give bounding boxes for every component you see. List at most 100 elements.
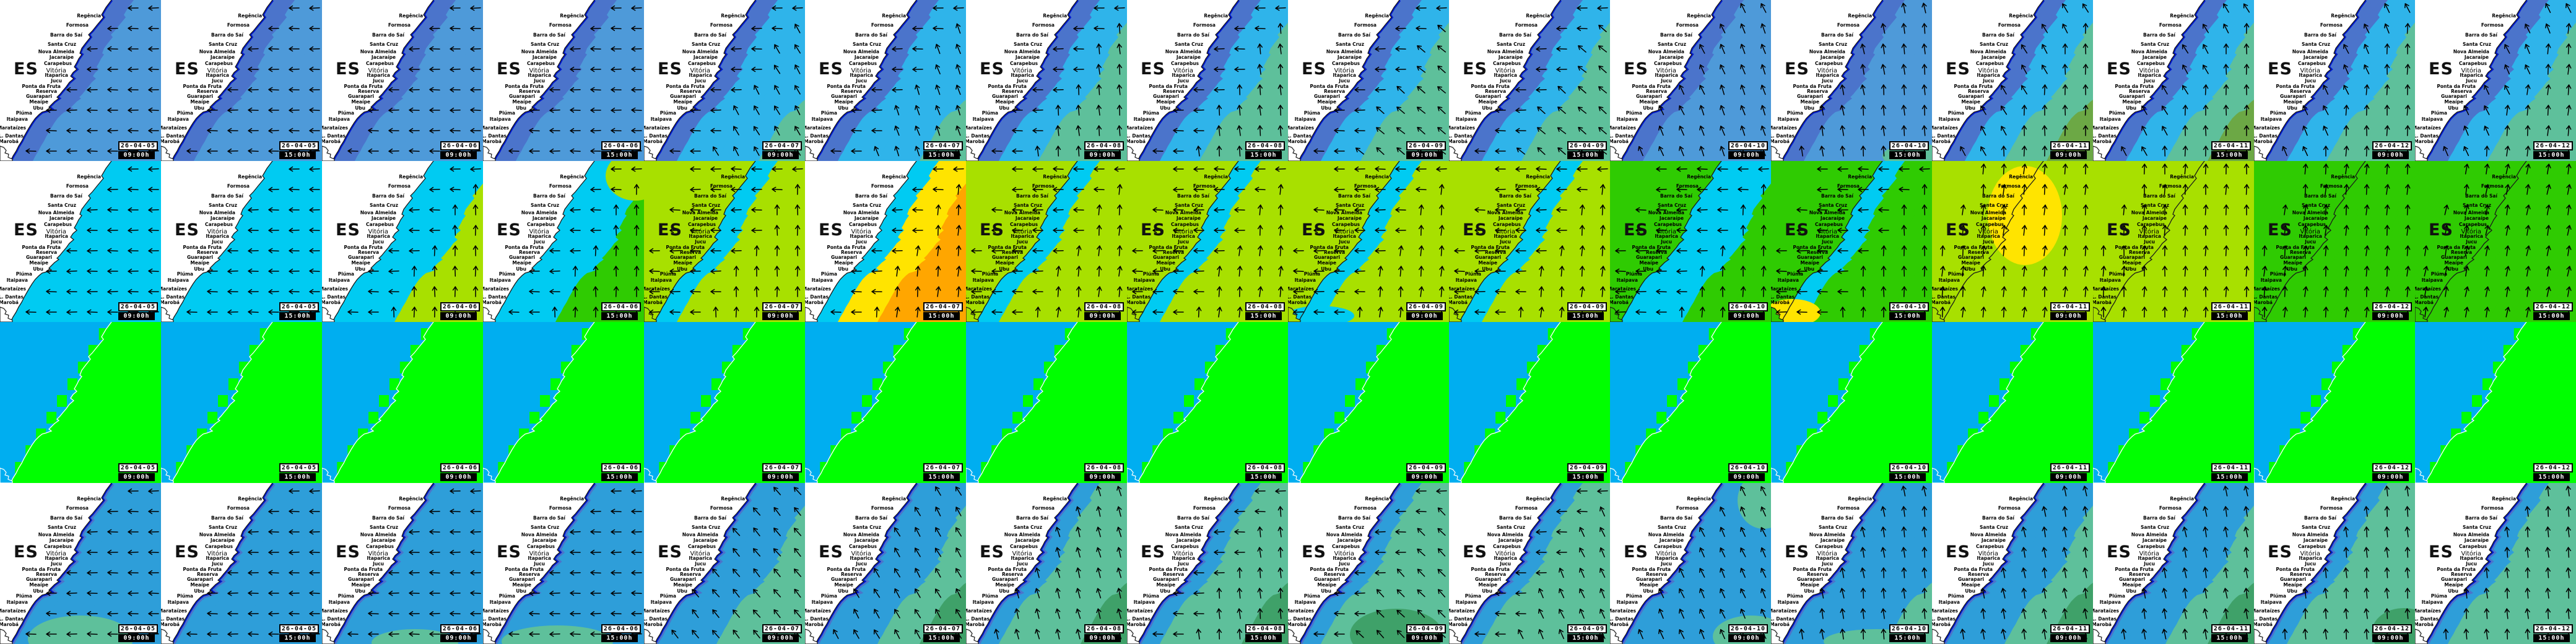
forecast-tile-wind-map-t10[interactable]: Regência Formosa Barra do Saí Santa Cruz Nov…	[1449, 161, 1610, 322]
forecast-tile-wave-height-map-t15[interactable]: Regência Formosa Barra do Saí Santa Cruz Nov…	[2254, 0, 2415, 161]
arrow-icon	[1921, 485, 1927, 497]
forecast-tile-wind-map-t5[interactable]: Regência Formosa Barra do Saí Santa Cruz Nov…	[644, 161, 805, 322]
arrow-icon	[2384, 43, 2390, 54]
forecast-tile-wind-map-t14[interactable]: Regência Formosa Barra do Saí Santa Cruz Nov…	[2093, 161, 2254, 322]
arrow-icon	[2463, 105, 2469, 115]
forecast-tile-wave-height-map-t9[interactable]: Regência Formosa Barra do Saí Santa Cruz Nov…	[1288, 0, 1449, 161]
forecast-tile-wave-height-map-t3[interactable]: Regência Formosa Barra do Saí Santa Cruz Nov…	[322, 0, 483, 161]
tile-time: 15:00h	[279, 312, 316, 320]
forecast-tile-wind-map-t3[interactable]: Regência Formosa Barra do Saí Santa Cruz Nov…	[322, 161, 483, 322]
forecast-tile-wave-height-map-t10[interactable]: Regência Formosa Barra do Saí Santa Cruz Nov…	[1449, 0, 1610, 161]
forecast-tile-swell-map-t5[interactable]: Regência Formosa Barra do Saí Santa Cruz Nov…	[644, 483, 805, 644]
tile-time: 09:00h	[118, 634, 155, 642]
forecast-tile-wind-map-t7[interactable]: Regência Formosa Barra do Saí Santa Cruz Nov…	[966, 161, 1127, 322]
tile-time: 15:00h	[2211, 473, 2248, 481]
forecast-tile-wave-height-map-t13[interactable]: Regência Formosa Barra do Saí Santa Cruz Nov…	[1932, 0, 2093, 161]
arrow-icon	[2261, 286, 2268, 297]
forecast-tile-water-temperature-map-t11[interactable]: 26-04-10 09:00h	[1610, 322, 1771, 483]
forecast-tile-swell-map-t8[interactable]: Regência Formosa Barra do Saí Santa Cruz Nov…	[1127, 483, 1288, 644]
forecast-tile-wave-height-map-t7[interactable]: Regência Formosa Barra do Saí Santa Cruz Nov…	[966, 0, 1127, 161]
forecast-tile-wind-map-t11[interactable]: Regência Formosa Barra do Saí Santa Cruz Nov…	[1610, 161, 1771, 322]
place-label: Itaipava	[651, 116, 672, 122]
forecast-tile-wind-map-t8[interactable]: Regência Formosa Barra do Saí Santa Cruz Nov…	[1127, 161, 1288, 322]
forecast-tile-swell-map-t13[interactable]: Regência Formosa Barra do Saí Santa Cruz Nov…	[1932, 483, 2093, 644]
forecast-tile-swell-map-t1[interactable]: Regência Formosa Barra do Saí Santa Cruz Nov…	[0, 483, 161, 644]
forecast-tile-wave-height-map-t8[interactable]: Regência Formosa Barra do Saí Santa Cruz Nov…	[1127, 0, 1288, 161]
forecast-tile-swell-map-t6[interactable]: Regência Formosa Barra do Saí Santa Cruz Nov…	[805, 483, 966, 644]
forecast-tile-swell-map-t11[interactable]: Regência Formosa Barra do Saí Santa Cruz Nov…	[1610, 483, 1771, 644]
forecast-tile-swell-map-t7[interactable]: Regência Formosa Barra do Saí Santa Cruz Nov…	[966, 483, 1127, 644]
forecast-tile-wind-map-t4[interactable]: Regência Formosa Barra do Saí Santa Cruz Nov…	[483, 161, 644, 322]
arrow-icon	[549, 268, 560, 274]
forecast-tile-swell-map-t4[interactable]: Regência Formosa Barra do Saí Santa Cruz Nov…	[483, 483, 644, 644]
forecast-tile-swell-map-t9[interactable]: Regência Formosa Barra do Saí Santa Cruz Nov…	[1288, 483, 1449, 644]
forecast-tile-wind-map-t12[interactable]: Regência Formosa Barra do Saí Santa Cruz Nov…	[1771, 161, 1932, 322]
forecast-tile-water-temperature-map-t7[interactable]: 26-04-08 09:00h	[966, 322, 1127, 483]
arrow-icon	[2566, 245, 2572, 256]
forecast-tile-swell-map-t16[interactable]: Regência Formosa Barra do Saí Santa Cruz Nov…	[2415, 483, 2576, 644]
place-label: Formosa	[1354, 505, 1377, 511]
forecast-tile-wave-height-map-t5[interactable]: Regência Formosa Barra do Saí Santa Cruz Nov…	[644, 0, 805, 161]
forecast-tile-wave-height-map-t1[interactable]: Regência Formosa Barra do Saí Santa Cruz Nov…	[0, 0, 161, 161]
forecast-tile-water-temperature-map-t9[interactable]: 26-04-09 09:00h	[1288, 322, 1449, 483]
tile-date: 26-04-09	[1406, 141, 1446, 150]
forecast-tile-wave-height-map-t6[interactable]: Regência Formosa Barra do Saí Santa Cruz Nov…	[805, 0, 966, 161]
arrow-icon	[1980, 105, 1986, 115]
timestamp-box: 26-04-06 09:00h	[440, 624, 480, 642]
forecast-tile-swell-map-t2[interactable]: Regência Formosa Barra do Saí Santa Cruz Nov…	[161, 483, 322, 644]
place-label: Itaparica	[1977, 555, 2000, 561]
arrow-icon	[388, 268, 399, 274]
forecast-tile-wind-map-t16[interactable]: Regência Formosa Barra do Saí Santa Cruz Nov…	[2415, 161, 2576, 322]
forecast-tile-water-temperature-map-t10[interactable]: 26-04-09 15:00h	[1449, 322, 1610, 483]
forecast-tile-wind-map-t13[interactable]: Regência Formosa Barra do Saí Santa Cruz Nov…	[1932, 161, 2093, 322]
forecast-tile-water-temperature-map-t5[interactable]: 26-04-07 09:00h	[644, 322, 805, 483]
arrow-icon	[1416, 25, 1427, 32]
arrow-icon	[388, 611, 399, 617]
forecast-tile-water-temperature-map-t14[interactable]: 26-04-11 15:00h	[2093, 322, 2254, 483]
arrow-icon	[1760, 64, 1766, 75]
place-label: Itaparica	[2299, 555, 2322, 561]
arrow-icon	[388, 87, 399, 93]
forecast-tile-water-temperature-map-t1[interactable]: 26-04-05 09:00h	[0, 322, 161, 483]
forecast-tile-wave-height-map-t2[interactable]: Regência Formosa Barra do Saí Santa Cruz Nov…	[161, 0, 322, 161]
arrow-icon	[955, 43, 961, 54]
arrow-icon	[66, 128, 77, 134]
forecast-tile-water-temperature-map-t8[interactable]: 26-04-08 15:00h	[1127, 322, 1288, 483]
forecast-tile-wind-map-t2[interactable]: Regência Formosa Barra do Saí Santa Cruz Nov…	[161, 161, 322, 322]
forecast-tile-water-temperature-map-t4[interactable]: 26-04-06 15:00h	[483, 322, 644, 483]
arrow-icon	[1278, 266, 1284, 277]
arrow-icon	[1417, 528, 1425, 536]
forecast-tile-swell-map-t3[interactable]: Regência Formosa Barra do Saí Santa Cruz Nov…	[322, 483, 483, 644]
forecast-tile-wind-map-t15[interactable]: Regência Formosa Barra do Saí Santa Cruz Nov…	[2254, 161, 2415, 322]
forecast-tile-swell-map-t10[interactable]: Regência Formosa Barra do Saí Santa Cruz Nov…	[1449, 483, 1610, 644]
forecast-tile-swell-map-t15[interactable]: Regência Formosa Barra do Saí Santa Cruz Nov…	[2254, 483, 2415, 644]
forecast-tile-water-temperature-map-t6[interactable]: 26-04-07 15:00h	[805, 322, 966, 483]
forecast-tile-water-temperature-map-t12[interactable]: 26-04-10 15:00h	[1771, 322, 1932, 483]
forecast-tile-wave-height-map-t14[interactable]: Regência Formosa Barra do Saí Santa Cruz Nov…	[2093, 0, 2254, 161]
forecast-tile-water-temperature-map-t16[interactable]: 26-04-12 15:00h	[2415, 322, 2576, 483]
place-label: Itaipava	[1295, 599, 1316, 605]
forecast-tile-wave-height-map-t11[interactable]: Regência Formosa Barra do Saí Santa Cruz Nov…	[1610, 0, 1771, 161]
arrow-icon	[2344, 266, 2349, 277]
forecast-tile-water-temperature-map-t15[interactable]: 26-04-12 09:00h	[2254, 322, 2415, 483]
arrow-icon	[710, 166, 721, 172]
forecast-tile-swell-map-t12[interactable]: Regência Formosa Barra do Saí Santa Cruz Nov…	[1771, 483, 1932, 644]
forecast-tile-swell-map-t14[interactable]: Regência Formosa Barra do Saí Santa Cruz Nov…	[2093, 483, 2254, 644]
arrow-icon	[2042, 225, 2048, 236]
arrow-icon	[309, 289, 320, 295]
forecast-tile-wave-height-map-t16[interactable]: Regência Formosa Barra do Saí Santa Cruz Nov…	[2415, 0, 2576, 161]
forecast-tile-wave-height-map-t4[interactable]: Regência Formosa Barra do Saí Santa Cruz Nov…	[483, 0, 644, 161]
forecast-tile-wind-map-t1[interactable]: Regência Formosa Barra do Saí Santa Cruz Nov…	[0, 161, 161, 322]
arrow-icon	[1334, 248, 1345, 254]
arrow-icon	[87, 570, 98, 576]
arrow-icon	[1536, 166, 1547, 172]
forecast-tile-water-temperature-map-t3[interactable]: 26-04-06 09:00h	[322, 322, 483, 483]
forecast-tile-wind-map-t6[interactable]: Regência Formosa Barra do Saí Santa Cruz Nov…	[805, 161, 966, 322]
arrow-icon	[1418, 204, 1424, 215]
forecast-tile-wind-map-t9[interactable]: Regência Formosa Barra do Saí Santa Cruz Nov…	[1288, 161, 1449, 322]
arrow-icon	[128, 87, 139, 93]
forecast-tile-wave-height-map-t12[interactable]: Regência Formosa Barra do Saí Santa Cruz Nov…	[1771, 0, 1932, 161]
forecast-tile-water-temperature-map-t13[interactable]: 26-04-11 09:00h	[1932, 322, 2093, 483]
forecast-tile-water-temperature-map-t2[interactable]: 26-04-05 15:00h	[161, 322, 322, 483]
